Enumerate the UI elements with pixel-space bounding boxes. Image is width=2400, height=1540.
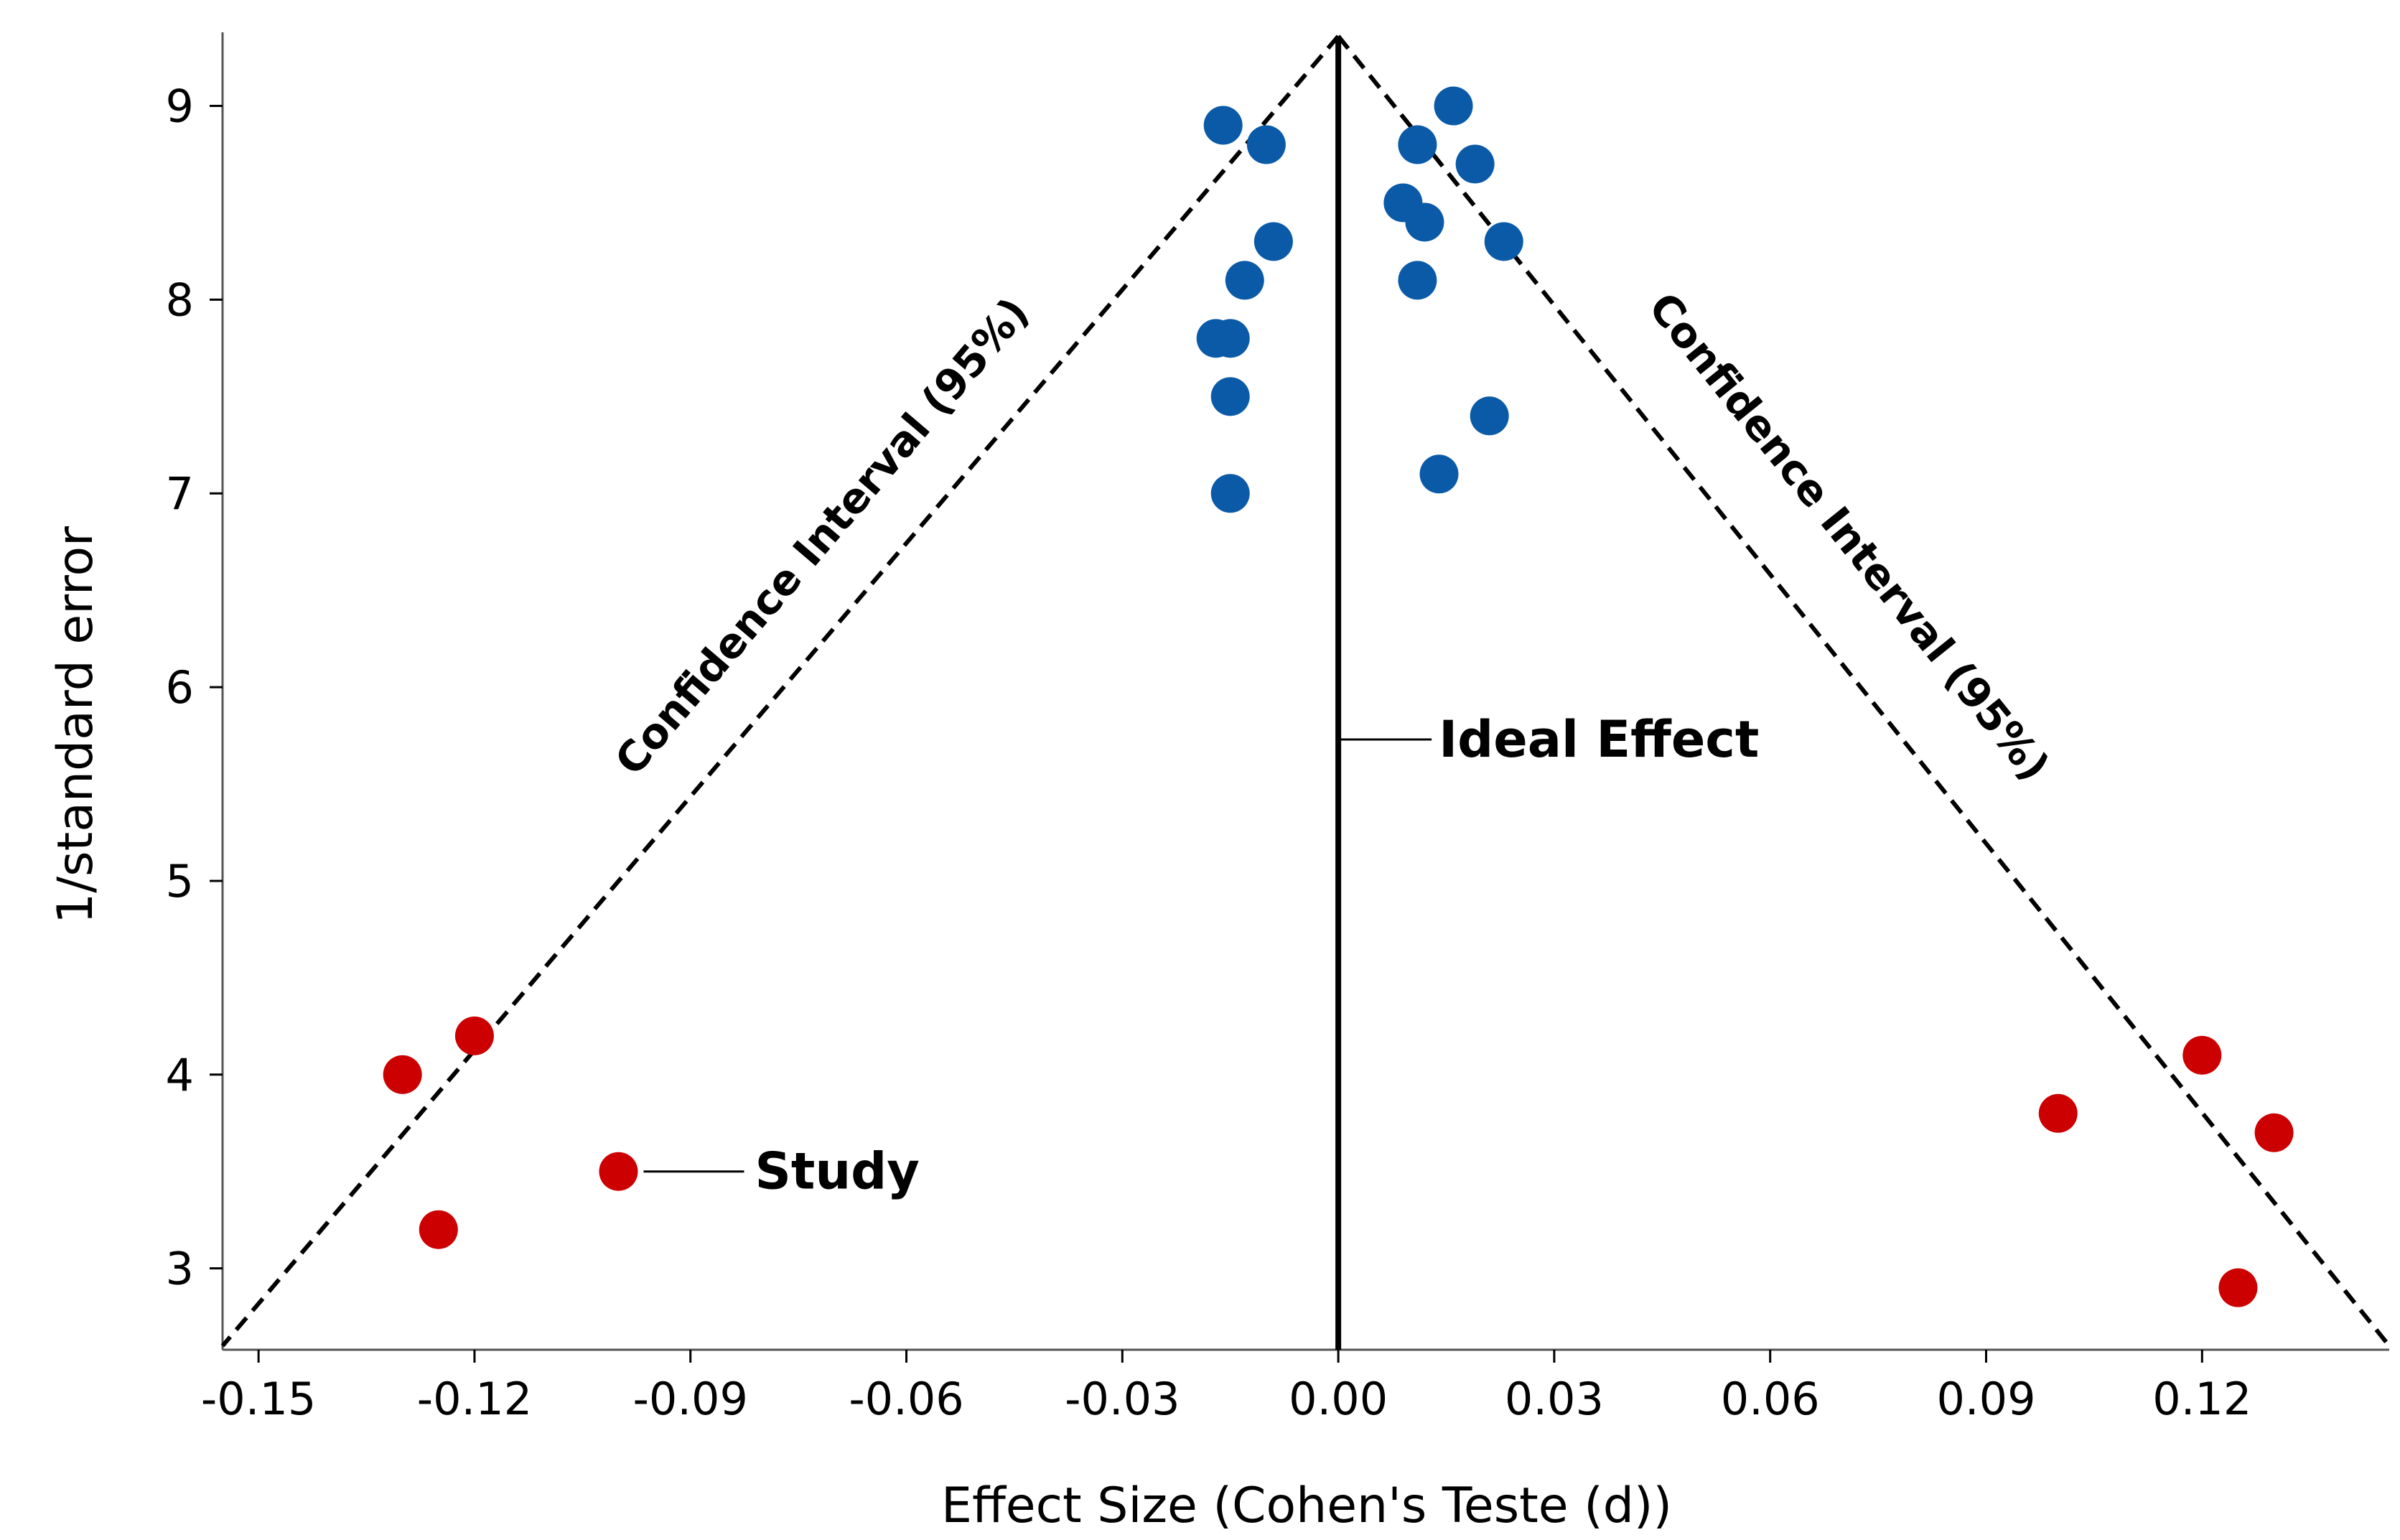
study-point-blue: [1225, 261, 1264, 300]
y-tick-label: 4: [166, 1049, 194, 1101]
y-tick-label: 9: [166, 80, 194, 133]
ci-left-label: Confidence Interval (95%): [605, 288, 1038, 784]
study-point-red: [2182, 1035, 2222, 1075]
y-axis-title: 1/standard error: [47, 526, 104, 924]
x-tick-label: -0.09: [633, 1373, 748, 1425]
study-point-red: [2218, 1268, 2258, 1307]
x-tick-label: -0.06: [849, 1373, 963, 1425]
plot-axes: [221, 32, 2389, 1351]
x-tick-label: 0.12: [2152, 1373, 2251, 1425]
x-tick-label: -0.03: [1065, 1373, 1180, 1425]
confidence-funnel: [220, 34, 2391, 1350]
study-point-blue: [1470, 396, 1509, 436]
x-tick-label: 0.06: [1721, 1373, 1820, 1425]
x-tick-label: 0.09: [1936, 1373, 2035, 1425]
x-axis-ticks: -0.15 -0.12 -0.09 -0.06 -0.03 0.00 0.03 0.06 0.0…: [201, 1350, 2251, 1425]
ci-left-line: [220, 34, 1340, 1348]
study-point-blue: [1398, 125, 1437, 164]
y-tick-label: 6: [166, 661, 194, 714]
study-point-blue: [1398, 261, 1437, 300]
y-tick-label: 8: [166, 274, 194, 326]
study-point-red: [454, 1016, 494, 1055]
study-point-blue: [1419, 454, 1459, 494]
study-point-blue: [1484, 222, 1523, 261]
annotations: Ideal Effect Study Confidence Interval (95…: [605, 284, 2059, 1201]
study-point-blue: [1210, 319, 1250, 358]
study-point-blue: [1210, 474, 1250, 513]
y-axis-ticks: 3 4 5 6 7 8 9: [166, 80, 223, 1295]
study-point-red: [2038, 1093, 2078, 1133]
study-point-red: [599, 1152, 638, 1191]
ideal-effect-label: Ideal Effect: [1439, 710, 1759, 769]
y-tick-label: 7: [166, 467, 194, 520]
study-point-red: [2254, 1113, 2294, 1152]
y-tick-label: 5: [166, 855, 194, 907]
study-point-blue: [1253, 222, 1293, 261]
study-point-blue: [1434, 86, 1473, 126]
study-point-blue: [1203, 106, 1243, 145]
study-point-red: [419, 1210, 458, 1249]
study-label: Study: [755, 1142, 919, 1201]
x-tick-label: 0.03: [1505, 1373, 1604, 1425]
study-points: [383, 86, 2294, 1307]
x-tick-label: -0.15: [201, 1373, 316, 1425]
x-axis-title: Effect Size (Cohen's Teste (d)): [941, 1478, 1672, 1534]
study-point-red: [383, 1055, 422, 1094]
x-tick-label: -0.12: [417, 1373, 532, 1425]
study-point-blue: [1210, 377, 1250, 416]
study-point-blue: [1455, 144, 1495, 184]
study-point-blue: [1246, 125, 1286, 164]
y-tick-label: 3: [166, 1243, 194, 1295]
x-tick-label: 0.00: [1289, 1373, 1388, 1425]
study-point-blue: [1405, 202, 1444, 242]
